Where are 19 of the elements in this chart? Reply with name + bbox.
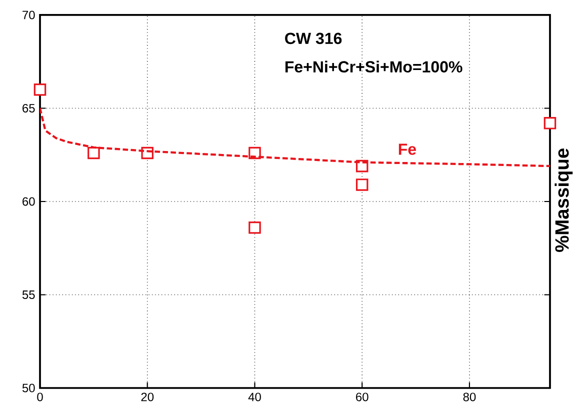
y-tick-label: 60 <box>22 197 35 206</box>
x-tick-label: 80 <box>463 392 476 402</box>
point <box>356 178 368 191</box>
y-tick-label: 65 <box>22 104 35 112</box>
x-tick-label: 60 <box>356 392 368 402</box>
annotation: CW 316 <box>285 32 342 44</box>
y-tick-label: 70 <box>22 10 35 20</box>
y-axis-title: %Massique <box>554 148 573 252</box>
y-tick-label: 55 <box>22 290 35 299</box>
point <box>544 117 556 130</box>
point <box>88 146 100 160</box>
x-tick-label: 20 <box>141 392 154 402</box>
annotation: Fe+Ni+Cr+Si+Mo=100% <box>285 60 462 72</box>
x-tick-label: 40 <box>248 392 261 402</box>
y-tick-label: 50 <box>22 384 35 392</box>
point <box>34 83 46 96</box>
text: Fe <box>398 144 416 155</box>
point <box>248 221 261 234</box>
x-tick-label: 0 <box>37 392 43 402</box>
